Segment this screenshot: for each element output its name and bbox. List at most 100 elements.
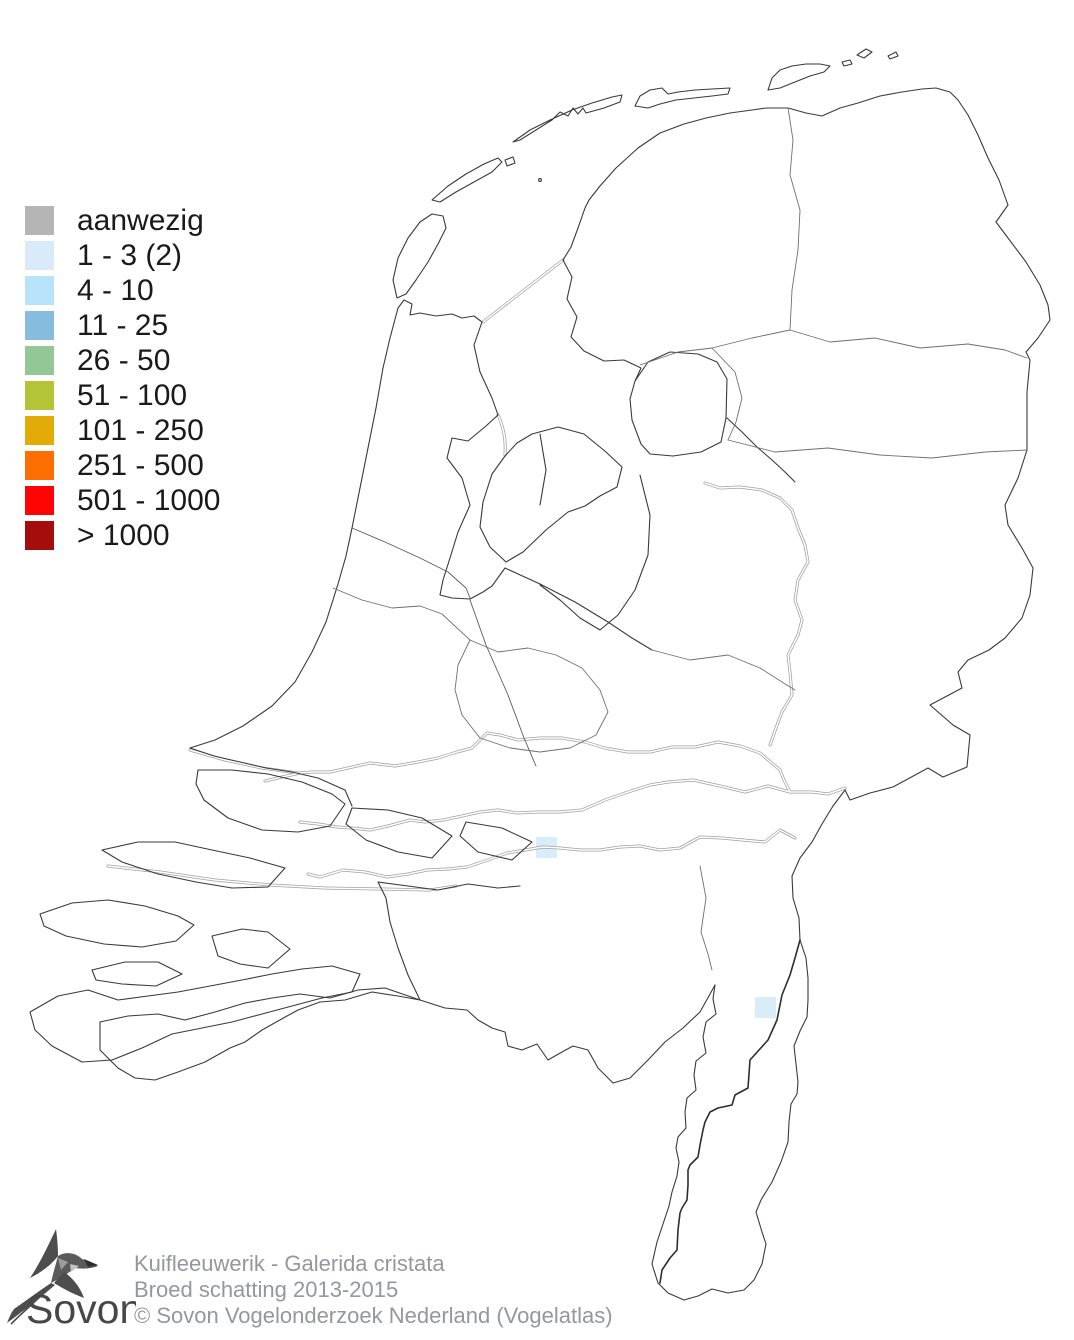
swallow-icon [7,1229,98,1325]
border-belgium [99,984,716,1084]
river-waal [299,779,791,831]
caption-copyright: © Sovon Vogelonderzoek Nederland (Vogela… [134,1303,613,1328]
island-tholen [211,928,291,969]
islet-dot [538,178,542,182]
border-groningen-drenthe [789,329,1028,359]
legend-row: > 1000 [25,518,220,552]
legend-row: aanwezig [25,203,220,237]
island-hoeksche-waard [345,807,453,859]
caption-species: Kuifleeuwerik - Galerida cristata [134,1251,445,1276]
island-voorne-putten [195,769,346,833]
afsluitdijk-dam [482,259,564,323]
coast-zwolle [726,417,796,483]
coast-ijsselmeer-friesland [562,259,642,382]
legend-row: 26 - 50 [25,343,220,377]
atlas-cell [755,997,776,1018]
legend-swatch [25,311,54,340]
island-noord-beveland [91,961,183,987]
sovon-logo: Sovon [7,1229,136,1332]
island-terschelling [512,94,623,143]
legend-swatch [25,451,54,480]
flevopolder [479,426,623,563]
legend-row: 251 - 500 [25,448,220,482]
brabant-west-coast [377,881,521,1001]
amsterdam-rijnkanaal [469,599,537,767]
river-ijssel [703,481,810,747]
legend-row: 1 - 3 (2) [25,238,220,272]
islet-griend [504,156,516,167]
legend-swatch [25,346,54,375]
island-goeree-overflakkee [101,841,286,889]
river-rijn-split [779,769,846,795]
island-texel [392,213,447,299]
legend-row: 4 - 10 [25,273,220,307]
legend-swatch [25,416,54,445]
islet-rottum-1 [841,59,853,67]
legend-row: 501 - 1000 [25,483,221,517]
walcheren-zuid-beveland [29,965,361,1063]
river-maas-mid [307,829,796,878]
legend-swatch [25,276,54,305]
legend-label: 51 - 100 [77,378,188,412]
flevopolder-dike [539,433,547,506]
haringvliet-hollandsdiep [107,865,457,891]
island-schouwen-duiveland [39,899,195,948]
coast-noordzee-west [189,307,399,749]
limburg-outline [651,789,846,1301]
legend-swatch [25,381,54,410]
nieuwe-waterweg-bank [189,747,353,807]
legend-label: 501 - 1000 [77,483,221,517]
coast-friesland-groningen [562,87,1051,801]
border-friesland-drenthe [639,329,791,366]
legend-label: aanwezig [77,203,204,237]
border-utrecht [454,639,609,753]
border-nh-zh [332,587,471,641]
legend-swatch [25,486,54,515]
legend-label: 101 - 250 [77,413,204,447]
legend-swatch [25,521,54,550]
river-waal [298,778,792,832]
border-drenthe-overijssel [727,439,1028,459]
province-borders-layer [332,107,1028,971]
legend-row: 11 - 25 [25,308,220,342]
noordoostpolder [629,351,728,457]
legend-swatch [25,241,54,270]
coast-noordholland-noord [397,299,483,323]
legend-swatch [25,206,54,235]
legend-label: 11 - 25 [77,308,169,342]
border-friesland-groningen [787,107,801,331]
legend-row: 51 - 100 [25,378,220,412]
legend-label: 4 - 10 [77,273,154,307]
border-brabant-limburg [699,865,713,971]
coastline-layer [29,48,1051,1301]
legend-label: > 1000 [77,518,170,552]
noordzeekanaal [351,527,471,599]
legend-row: 101 - 250 [25,413,220,447]
legend-label: 251 - 500 [77,448,204,482]
zeeuws-vlaanderen-coast [99,987,421,1023]
island-ameland [634,87,731,109]
legend-label: 26 - 50 [77,343,171,377]
atlas-cells-layer [536,837,776,1018]
legend: aanwezig 1 - 3 (2) 4 - 10 11 - 25 26 - 5… [25,203,221,556]
islet-rottum-2 [856,48,873,59]
legend-label: 1 - 3 (2) [77,238,183,272]
islet-rottum-3 [887,51,899,60]
houtribdijk-dam [497,414,506,456]
coast-veluwemeer [504,474,653,651]
river-maas-limburg [659,939,801,1284]
river-ijssel [704,482,809,746]
border-drenthe-west [711,347,743,441]
island-dordrecht [459,821,533,861]
caption-subtitle: Broed schatting 2013-2015 [134,1277,399,1302]
border-overijssel-gelderland [651,649,796,691]
delta-islands [29,747,533,1063]
river-nederrijn-lek [264,732,781,782]
island-vlieland [431,157,503,203]
map-captions: Kuifleeuwerik - Galerida cristata Broed … [134,1251,613,1329]
logo-text: Sovon [26,1286,136,1332]
rivers-core-layer [107,259,846,891]
canals-layer [351,527,537,767]
